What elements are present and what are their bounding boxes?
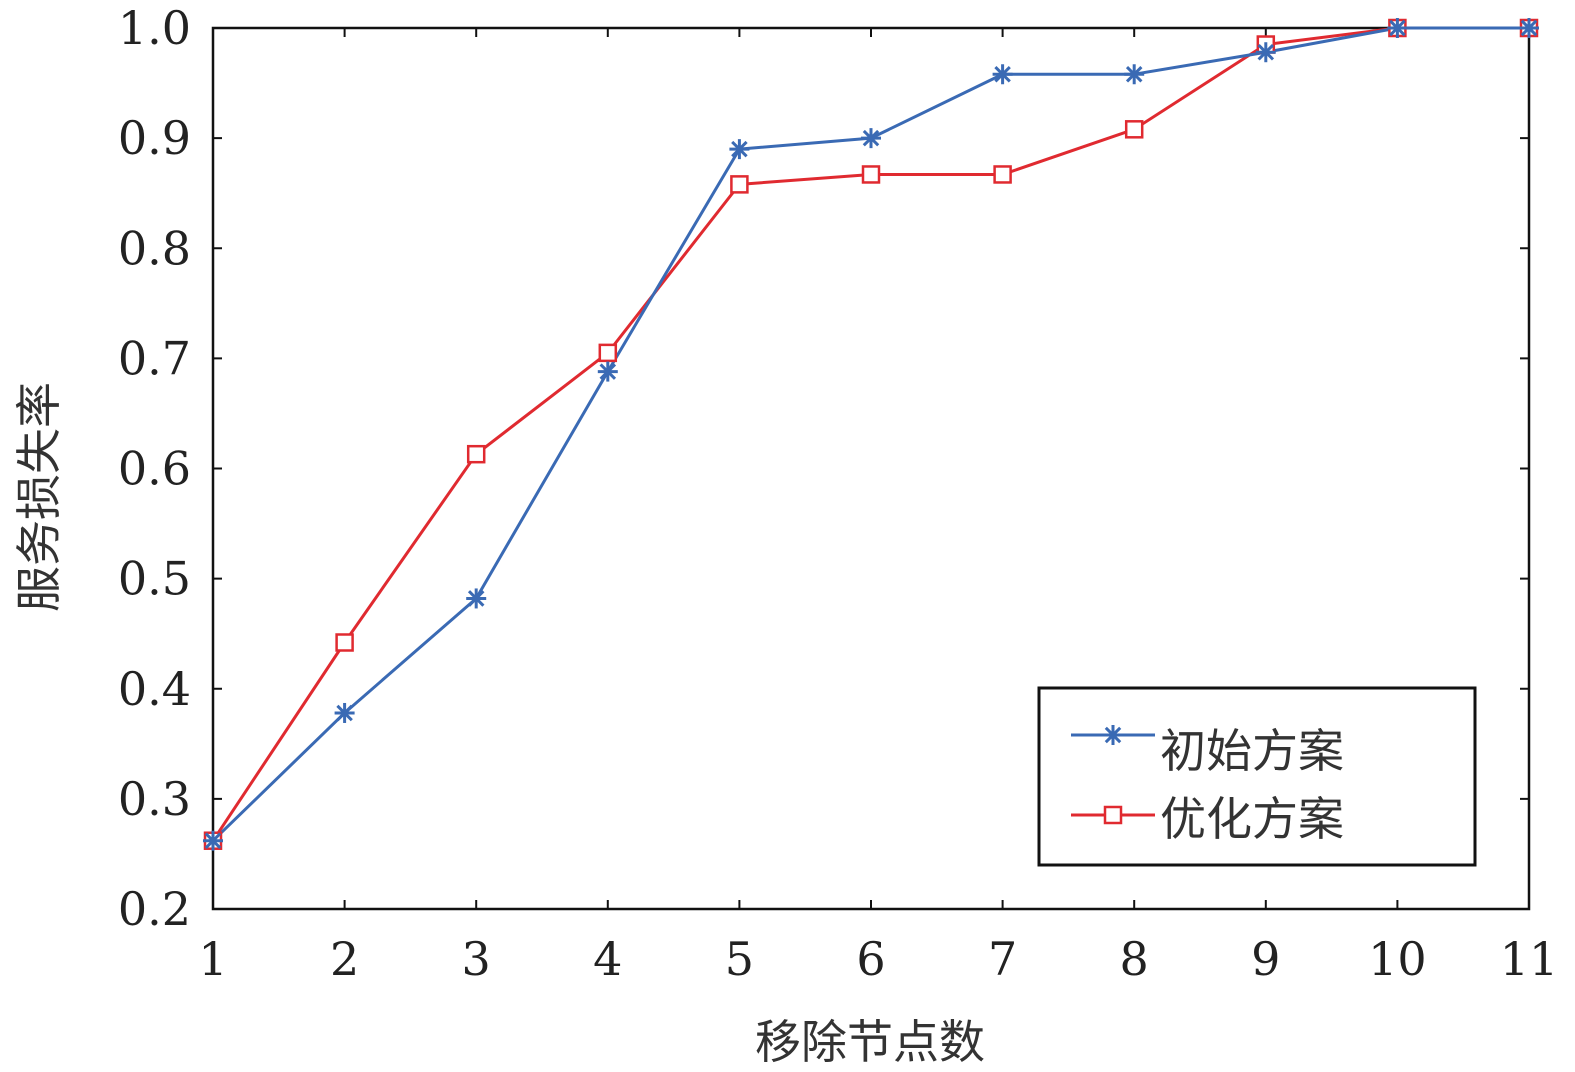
series-1-point <box>597 361 618 382</box>
y-tick-label: 0.2 <box>118 882 191 936</box>
x-tick-label: 10 <box>1368 932 1427 986</box>
y-tick-label: 0.4 <box>118 662 191 716</box>
y-tick-label: 0.3 <box>118 772 191 826</box>
series-layer <box>203 18 1539 851</box>
marker-stroke <box>599 363 617 380</box>
x-axis-title: 移除节点数 <box>755 1015 985 1069</box>
y-tick-label: 0.9 <box>118 111 191 165</box>
marker-stroke <box>1125 65 1143 83</box>
x-tick-label: 2 <box>330 932 359 986</box>
marker-stroke <box>862 129 880 147</box>
x-axis: 1 2 3 4 5 6 7 8 9 10 11 <box>198 28 1558 986</box>
y-tick-label: 0.6 <box>118 442 191 496</box>
x-tick-label: 5 <box>725 932 754 986</box>
series-1-point <box>992 64 1013 85</box>
series-2-point <box>993 165 1012 184</box>
y-axis-title: 服务损失率 <box>12 382 66 612</box>
x-tick-label: 6 <box>856 932 885 986</box>
y-tick-label: 0.7 <box>118 331 191 385</box>
series-1-point <box>729 139 750 160</box>
series-1-point <box>466 588 487 609</box>
x-tick-label: 4 <box>593 932 622 986</box>
y-tick-label: 1.0 <box>118 1 191 55</box>
marker-stroke <box>336 704 353 722</box>
marker-stroke <box>1520 19 1538 37</box>
x-tick-label: 3 <box>462 932 491 986</box>
marker-stroke <box>994 65 1011 83</box>
legend-items <box>1071 725 1155 825</box>
x-tick-label: 8 <box>1120 932 1149 986</box>
legend: 初始方案 优化方案 <box>1037 686 1477 867</box>
x-tick-label: 1 <box>198 932 227 986</box>
marker-stroke <box>731 140 748 158</box>
marker-stroke <box>204 832 222 849</box>
x-tick-label: 7 <box>988 932 1017 986</box>
series-1-point <box>1124 64 1145 85</box>
x-tick-label: 9 <box>1251 932 1280 986</box>
legend-marker-series-2 <box>1103 805 1123 825</box>
legend-marker-series-1 <box>1103 725 1123 745</box>
series-1-point <box>1255 42 1276 63</box>
x-tick-label: 11 <box>1500 932 1559 986</box>
series-2-point <box>598 343 618 363</box>
series-2-point <box>466 444 486 464</box>
legend-label-series-1: 初始方案 <box>1160 724 1344 778</box>
series-2-point <box>861 165 881 184</box>
marker-stroke <box>1389 19 1406 37</box>
series-1-point <box>1519 18 1539 38</box>
series-2-point <box>730 175 749 194</box>
y-axis: 0.2 0.3 0.4 0.5 0.6 0.7 0.8 0.9 1.0 <box>118 1 1529 936</box>
marker-stroke <box>1104 726 1122 744</box>
marker-stroke <box>467 590 485 607</box>
legend-box <box>1037 686 1477 867</box>
series-1-point <box>861 128 881 149</box>
marker-stroke <box>1257 43 1275 61</box>
y-tick-label: 0.5 <box>118 552 191 606</box>
y-tick-label: 0.8 <box>118 221 191 275</box>
series-1-point <box>1387 18 1408 38</box>
series-1-point <box>203 830 223 851</box>
series-1-point <box>334 702 355 723</box>
legend-label-series-2: 优化方案 <box>1160 792 1344 846</box>
series-2-point <box>1124 120 1144 139</box>
series-2-point <box>335 633 354 652</box>
